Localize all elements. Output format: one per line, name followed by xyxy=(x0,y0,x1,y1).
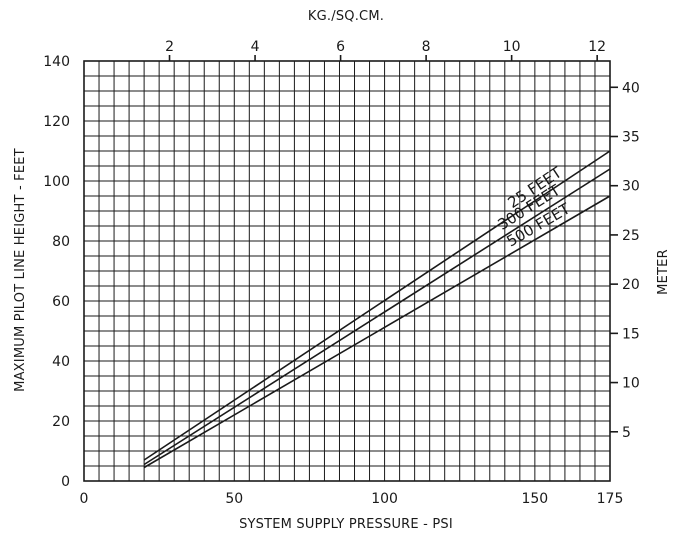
grid xyxy=(83,60,611,482)
plot-frame xyxy=(83,60,611,482)
y-tick-label: 40 xyxy=(52,354,70,370)
y-tick-label: 60 xyxy=(52,294,70,310)
right-axis-tick-label: 10 xyxy=(622,376,640,392)
right-axis-tick-label: 25 xyxy=(622,228,640,244)
top-axis-tick-label: 6 xyxy=(336,39,345,55)
y-tick-label: 140 xyxy=(43,54,70,70)
x-tick-label: 50 xyxy=(225,491,243,507)
y-tick-label: 80 xyxy=(52,234,70,250)
series-line xyxy=(143,168,611,466)
series-line xyxy=(143,150,611,461)
x-tick-label: 100 xyxy=(371,491,398,507)
y-tick-label: 120 xyxy=(43,114,70,130)
x-axis-title: SYSTEM SUPPLY PRESSURE - PSI xyxy=(239,517,453,532)
right-axis-tick-label: 35 xyxy=(622,129,640,145)
right-axis-tick-label: 40 xyxy=(622,80,640,96)
right-axis-title: METER xyxy=(656,249,671,295)
top-axis-tick-label: 2 xyxy=(165,39,174,55)
top-axis-tick-label: 4 xyxy=(251,39,260,55)
top-axis-tick-label: 12 xyxy=(588,39,606,55)
y-tick-label: 20 xyxy=(52,414,70,430)
y-tick-label: 100 xyxy=(43,174,70,190)
y-axis-title: MAXIMUM PILOT LINE HEIGHT - FEET xyxy=(13,148,28,392)
series-line xyxy=(143,195,611,469)
right-axis-tick-label: 30 xyxy=(622,179,640,195)
x-tick-label: 0 xyxy=(80,491,89,507)
right-axis-tick-label: 20 xyxy=(622,277,640,293)
series-lines xyxy=(143,150,611,469)
top-axis-tick-label: 10 xyxy=(503,39,521,55)
right-axis-tick-label: 5 xyxy=(622,425,631,441)
x-tick-label: 175 xyxy=(597,491,624,507)
tick-labels: 0 50 100 150 175 0 20 40 60 80 100 120 140 2 4 6 8 10 12 5 1… xyxy=(43,39,640,507)
top-axis-title: KG./SQ.CM. xyxy=(308,9,384,24)
y-tick-label: 0 xyxy=(61,474,70,490)
right-axis-tick-label: 15 xyxy=(622,326,640,342)
x-tick-label: 150 xyxy=(521,491,548,507)
top-axis-tick-label: 8 xyxy=(422,39,431,55)
